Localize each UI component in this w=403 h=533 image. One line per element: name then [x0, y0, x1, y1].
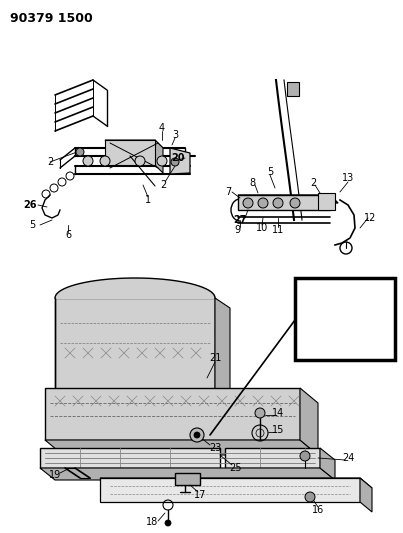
Circle shape [305, 492, 315, 502]
Circle shape [100, 156, 110, 166]
Polygon shape [215, 298, 230, 400]
Text: 15: 15 [272, 425, 284, 435]
Circle shape [135, 156, 145, 166]
Circle shape [243, 198, 253, 208]
Text: 19: 19 [49, 470, 61, 480]
Text: 21: 21 [209, 353, 221, 363]
Circle shape [190, 428, 204, 442]
Text: 2: 2 [310, 178, 316, 188]
Polygon shape [105, 140, 155, 165]
Text: 2: 2 [47, 157, 53, 167]
Text: 7: 7 [225, 187, 231, 197]
Text: 12: 12 [364, 213, 376, 223]
Text: 2: 2 [160, 180, 166, 190]
Polygon shape [320, 448, 335, 480]
Polygon shape [287, 82, 299, 96]
Circle shape [300, 451, 310, 461]
Text: 13: 13 [342, 173, 354, 183]
Text: 10: 10 [256, 223, 268, 233]
Polygon shape [175, 473, 200, 485]
Text: 14: 14 [272, 408, 284, 418]
Circle shape [255, 408, 265, 418]
Circle shape [165, 520, 171, 526]
Polygon shape [318, 193, 335, 210]
Text: 22: 22 [368, 287, 382, 297]
Polygon shape [155, 140, 163, 173]
Text: 24: 24 [342, 453, 354, 463]
Polygon shape [45, 440, 318, 455]
Polygon shape [238, 195, 330, 210]
Polygon shape [170, 148, 190, 174]
Polygon shape [100, 478, 360, 502]
Text: 27: 27 [233, 215, 247, 225]
Text: 11: 11 [272, 225, 284, 235]
Text: 16: 16 [312, 505, 324, 515]
Text: 90379 1500: 90379 1500 [10, 12, 93, 25]
Circle shape [258, 198, 268, 208]
Polygon shape [40, 468, 335, 480]
Polygon shape [238, 195, 338, 203]
Text: 6: 6 [65, 230, 71, 240]
Polygon shape [360, 478, 372, 512]
Circle shape [83, 156, 93, 166]
Circle shape [273, 198, 283, 208]
Text: 3: 3 [172, 130, 178, 140]
Circle shape [76, 148, 84, 156]
Text: 23: 23 [209, 443, 221, 453]
Text: 5: 5 [29, 220, 35, 230]
Polygon shape [300, 388, 318, 455]
Polygon shape [105, 140, 163, 148]
Polygon shape [100, 478, 372, 488]
Circle shape [157, 156, 167, 166]
Text: 8: 8 [249, 178, 255, 188]
Text: 9: 9 [234, 225, 240, 235]
Bar [295, 278, 395, 360]
Polygon shape [40, 448, 220, 468]
Text: 20: 20 [171, 153, 185, 163]
Text: 5: 5 [267, 167, 273, 177]
Text: 18: 18 [146, 517, 158, 527]
Text: 25: 25 [229, 463, 241, 473]
Circle shape [171, 158, 179, 166]
Circle shape [290, 198, 300, 208]
Polygon shape [225, 448, 320, 468]
Text: 4: 4 [159, 123, 165, 133]
Polygon shape [55, 298, 215, 390]
Text: 26: 26 [23, 200, 37, 210]
Text: 1: 1 [145, 195, 151, 205]
Text: 17: 17 [194, 490, 206, 500]
Circle shape [194, 432, 200, 438]
Polygon shape [45, 388, 300, 440]
